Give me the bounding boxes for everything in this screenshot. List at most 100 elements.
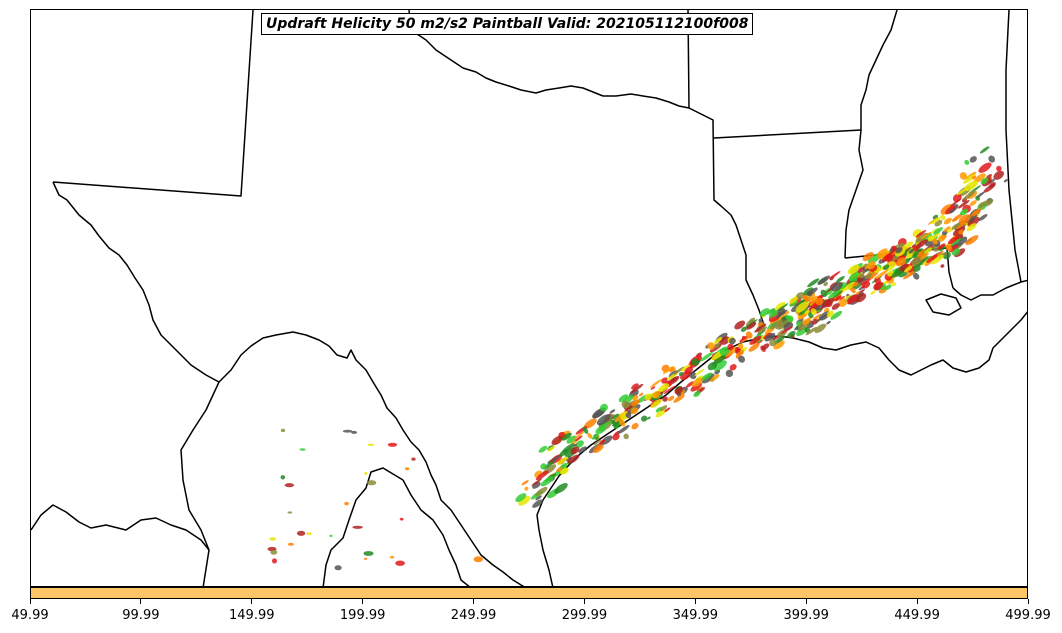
- paintball-blob: [598, 439, 606, 445]
- paintball-blob: [950, 238, 962, 246]
- paintball-blob: [521, 480, 529, 486]
- mexico-state-border-4: [402, 479, 470, 586]
- paintball-blob: [540, 463, 547, 470]
- colorbar-tick-label: 349.99: [672, 608, 719, 623]
- paintball-blob: [625, 412, 632, 419]
- paintball-blob: [352, 525, 363, 529]
- paintball-blob: [896, 257, 907, 266]
- paintball-blob: [847, 264, 860, 275]
- paintball-blob: [561, 443, 575, 453]
- paintball-blob: [848, 271, 862, 282]
- map-title: Updraft Helicity 50 m2/s2 Paintball Vali…: [261, 13, 754, 35]
- paintball-blob: [831, 281, 843, 292]
- paintball-blob: [551, 436, 563, 446]
- paintball-blob: [662, 396, 668, 402]
- paintball-blob: [967, 216, 980, 227]
- paintball-blob: [646, 416, 651, 420]
- paintball-blob: [873, 281, 884, 291]
- paintball-blob: [619, 419, 626, 427]
- paintball-blob: [908, 248, 915, 254]
- paintball-blob: [855, 291, 860, 295]
- paintball-blob: [951, 223, 960, 230]
- paintball-blob: [828, 289, 841, 299]
- paintball-blob: [306, 532, 312, 536]
- paintball-blob: [978, 200, 989, 209]
- paintball-blob: [807, 278, 820, 288]
- paintball-blob: [719, 347, 730, 356]
- ar-la-border: [713, 129, 862, 139]
- paintball-blob: [958, 229, 964, 235]
- paintball-blob: [931, 217, 941, 224]
- paintball-blob: [714, 343, 720, 349]
- paintball-blob: [959, 172, 968, 180]
- paintball-blob: [547, 445, 555, 452]
- paintball-blob: [691, 358, 700, 366]
- colorbar-tick-mark: [805, 599, 807, 604]
- paintball-blob: [976, 191, 985, 198]
- paintball-blob: [748, 343, 760, 352]
- paintball-blob: [737, 343, 744, 350]
- paintball-blob: [912, 264, 921, 272]
- paintball-blob: [641, 415, 648, 422]
- paintball-blob: [789, 300, 798, 307]
- map-canvas: [31, 10, 1027, 586]
- paintball-blob: [518, 495, 531, 506]
- paintball-blob: [947, 236, 959, 245]
- paintball-blob: [770, 319, 783, 330]
- colorbar-tick-label: 399.99: [783, 608, 829, 623]
- paintball-blob: [329, 534, 333, 538]
- paintball-blob: [862, 252, 874, 262]
- paintball-blob: [911, 256, 922, 266]
- paintball-blob: [738, 355, 746, 363]
- paintball-blob: [843, 294, 851, 301]
- paintball-blob: [806, 290, 813, 297]
- paintball-blob: [649, 378, 663, 388]
- colorbar-tick-label: 449.99: [894, 608, 940, 623]
- paintball-blob: [802, 294, 809, 302]
- paintball-blob: [653, 390, 661, 398]
- paintball-blob: [713, 360, 727, 371]
- paintball-blob: [644, 393, 653, 401]
- paintball-blob: [582, 426, 589, 434]
- paintball-blob: [973, 173, 986, 184]
- paintball-blob: [877, 250, 890, 260]
- paintball-blob: [780, 325, 793, 335]
- paintball-blob: [573, 431, 585, 440]
- paintball-blob: [685, 381, 695, 388]
- paintball-blob: [573, 443, 577, 447]
- paintball-blob: [951, 248, 961, 256]
- paintball-blob: [574, 435, 583, 442]
- paintball-blob: [870, 289, 877, 295]
- paintball-blob: [996, 165, 1002, 172]
- colorbar-tick-mark: [29, 599, 31, 604]
- paintball-blob: [663, 385, 676, 395]
- paintball-blob: [387, 442, 398, 447]
- paintball-blob: [299, 448, 306, 451]
- paintball-blob: [631, 399, 641, 407]
- texas-border: [52, 181, 525, 586]
- paintball-blob: [814, 323, 827, 334]
- paintball-blob: [903, 271, 915, 280]
- paintball-blob: [578, 446, 587, 454]
- paintball-blob: [684, 366, 694, 375]
- paintball-blob: [650, 386, 656, 390]
- paintball-blob: [713, 354, 726, 365]
- paintball-blob: [272, 558, 277, 564]
- paintball-blob: [843, 281, 856, 291]
- paintball-blob: [980, 177, 989, 185]
- paintball-blob: [724, 346, 737, 357]
- paintball-blob: [805, 326, 818, 336]
- paintball-blob: [399, 517, 404, 521]
- paintball-blob: [411, 457, 416, 461]
- paintball-blob: [785, 314, 792, 322]
- paintball-blob: [775, 309, 788, 319]
- paintball-blob: [593, 439, 602, 446]
- paintball-blob: [769, 339, 777, 347]
- paintball-blob: [962, 190, 976, 201]
- paintball-blob: [787, 330, 796, 339]
- paintball-blob: [831, 303, 840, 310]
- colorbar-tick-mark: [140, 599, 142, 604]
- paintball-blob: [940, 264, 945, 268]
- paintball-blob: [655, 408, 667, 418]
- paintball-blob: [891, 282, 897, 287]
